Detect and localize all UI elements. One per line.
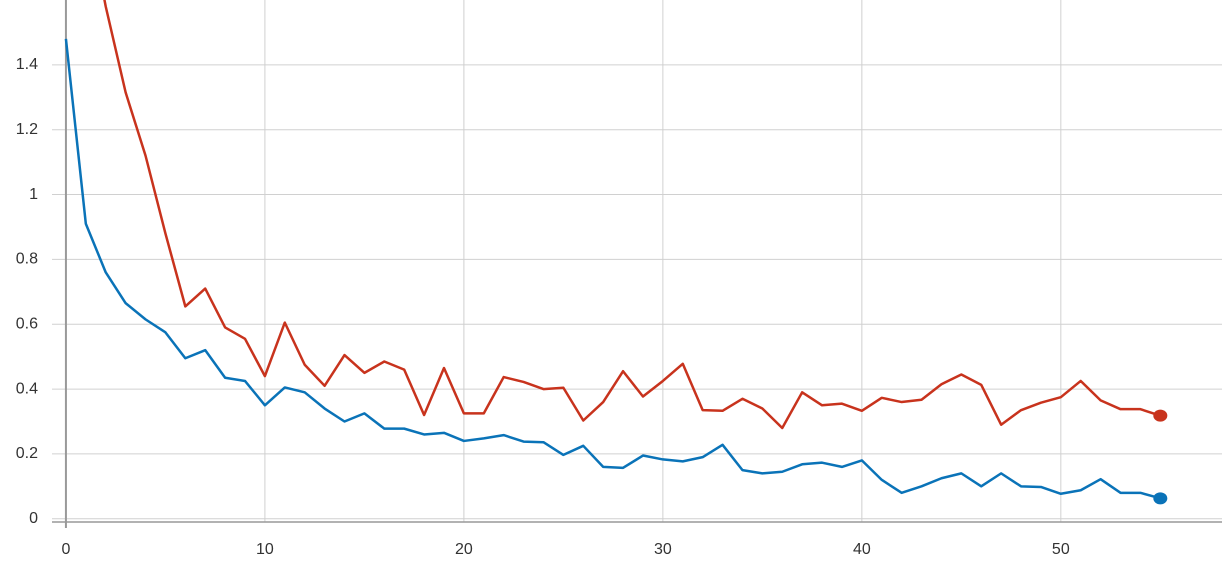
x-tick-label: 50 — [1052, 541, 1070, 558]
y-tick-label: 0.6 — [16, 315, 38, 332]
x-tick-label: 30 — [654, 541, 672, 558]
x-tick-label: 40 — [853, 541, 871, 558]
series-line — [103, 0, 1161, 430]
x-tick-label: 20 — [455, 541, 473, 558]
y-tick-label: 0.8 — [16, 251, 38, 268]
end-marker — [1153, 409, 1168, 422]
y-tick-label: 1.2 — [16, 121, 38, 138]
x-tick-label: 0 — [61, 541, 70, 558]
end-marker — [1153, 492, 1168, 505]
y-tick-label: 0 — [29, 510, 38, 527]
y-tick-label: 1.4 — [16, 56, 38, 73]
y-tick-label: 1 — [29, 186, 38, 203]
y-tick-label: 0.2 — [16, 445, 38, 462]
y-tick-label: 0.4 — [16, 380, 38, 397]
plot-area — [64, 0, 1168, 505]
series-line — [64, 38, 1161, 500]
x-tick-label: 10 — [256, 541, 274, 558]
